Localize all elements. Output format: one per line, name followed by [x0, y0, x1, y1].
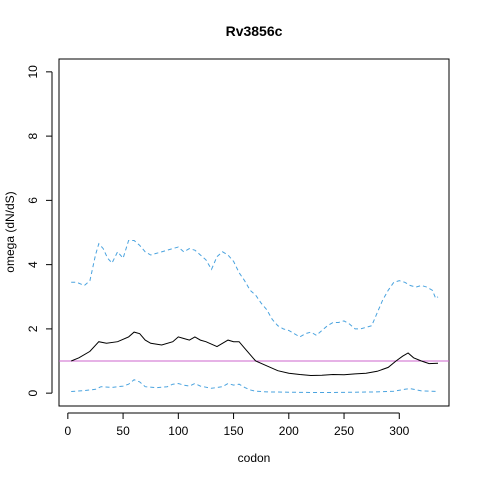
chart-title: Rv3856c — [226, 23, 283, 39]
x-tick-label: 150 — [224, 424, 244, 438]
lower-bound-line — [71, 379, 439, 393]
estimate-line — [71, 331, 439, 377]
plot-frame — [58, 58, 450, 407]
x-tick-label: 300 — [389, 424, 409, 438]
series-layer — [71, 240, 439, 393]
x-tick-label: 200 — [279, 424, 299, 438]
y-axis-label: omega (dN/dS) — [3, 191, 17, 272]
x-tick-label: 250 — [334, 424, 354, 438]
x-tick-label: 0 — [64, 424, 71, 438]
x-tick-label: 50 — [116, 424, 130, 438]
y-tick-label: 10 — [26, 65, 40, 79]
y-tick-label: 0 — [26, 389, 40, 396]
y-tick-label: 2 — [26, 325, 40, 332]
x-axis: 0 50 100 150 200 250 300 — [64, 412, 410, 438]
y-axis: 0 2 4 6 8 10 — [26, 65, 53, 396]
y-tick-label: 6 — [26, 197, 40, 204]
y-tick-label: 4 — [26, 261, 40, 268]
upper-bound-line — [71, 240, 439, 338]
x-axis-label: codon — [238, 451, 271, 465]
y-tick-label: 8 — [26, 132, 40, 139]
x-tick-label: 100 — [168, 424, 188, 438]
